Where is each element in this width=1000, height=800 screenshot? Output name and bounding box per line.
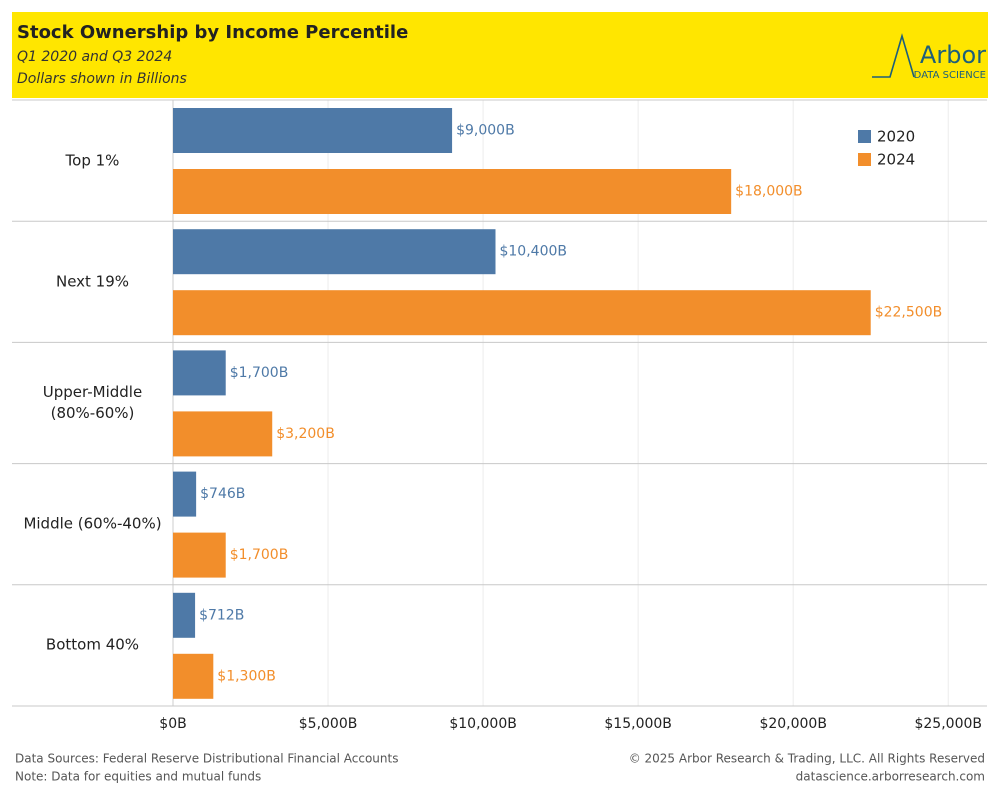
logo-mark	[872, 33, 915, 78]
value-label: $9,000B	[456, 123, 515, 139]
x-tick-label: $25,000B	[914, 716, 982, 732]
value-label: $1,300B	[217, 668, 276, 684]
bar	[173, 350, 226, 396]
subtitle: Q1 2020 and Q3 2024	[17, 49, 172, 65]
x-tick-label: $10,000B	[449, 716, 517, 732]
bar	[173, 169, 732, 214]
bar	[173, 411, 273, 457]
bar	[173, 108, 453, 153]
source-note: Data Sources: Federal Reserve Distributi…	[15, 752, 398, 766]
bar	[173, 532, 226, 578]
value-label: $10,400B	[499, 244, 566, 260]
y-tick-label: Bottom 40%	[45, 635, 140, 654]
y-tick-label: Upper-Middle (80%-60%)	[42, 383, 143, 422]
value-label: $22,500B	[875, 305, 943, 321]
bar	[173, 290, 871, 336]
value-label: $3,200B	[276, 426, 335, 442]
bar	[173, 471, 197, 517]
logo-subtext: DATA SCIENCE	[914, 70, 986, 81]
bar	[173, 229, 496, 275]
x-tick-label: $20,000B	[759, 716, 827, 732]
value-label: $712B	[199, 607, 244, 623]
value-label: $1,700B	[230, 547, 289, 563]
value-label: $746B	[200, 486, 245, 502]
chart-title: Stock Ownership by Income Percentile	[17, 22, 408, 43]
bar	[173, 592, 196, 638]
x-tick-label: $0B	[159, 716, 186, 732]
legend-label: 2024	[877, 151, 915, 169]
header-band	[12, 12, 988, 98]
y-tick-label: Next 19%	[55, 272, 130, 291]
credit: © 2025 Arbor Research & Trading, LLC. Al…	[629, 752, 985, 766]
x-tick-label: $15,000B	[604, 716, 672, 732]
source-note: Note: Data for equities and mutual funds	[15, 770, 261, 784]
x-tick-label: $5,000B	[299, 716, 358, 732]
subtitle: Dollars shown in Billions	[17, 71, 187, 87]
credit: datascience.arborresearch.com	[796, 770, 985, 784]
logo-text: Arbor	[920, 41, 986, 69]
legend-swatch	[858, 130, 871, 143]
value-label: $18,000B	[735, 184, 803, 200]
legend-label: 2020	[877, 128, 915, 146]
y-tick-label: Middle (60%-40%)	[23, 514, 162, 533]
y-tick-label: Top 1%	[65, 151, 120, 170]
legend-swatch	[858, 153, 871, 166]
bar	[173, 653, 214, 699]
value-label: $1,700B	[230, 365, 289, 381]
